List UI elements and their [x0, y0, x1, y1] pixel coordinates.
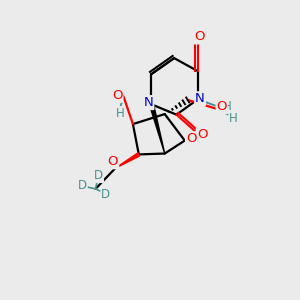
Text: O: O — [108, 155, 118, 168]
Text: H: H — [223, 100, 232, 112]
Text: D: D — [78, 179, 87, 192]
Text: H: H — [116, 107, 124, 120]
Text: O: O — [217, 100, 227, 113]
Polygon shape — [115, 153, 140, 168]
Polygon shape — [149, 104, 165, 154]
Text: O: O — [186, 132, 196, 145]
Text: O: O — [197, 128, 207, 141]
Text: D: D — [94, 169, 103, 182]
Text: D: D — [101, 188, 110, 201]
Text: O: O — [194, 30, 204, 44]
Text: H: H — [229, 112, 238, 125]
Text: O: O — [112, 89, 122, 102]
Text: N: N — [144, 96, 153, 109]
Text: N: N — [195, 92, 205, 105]
